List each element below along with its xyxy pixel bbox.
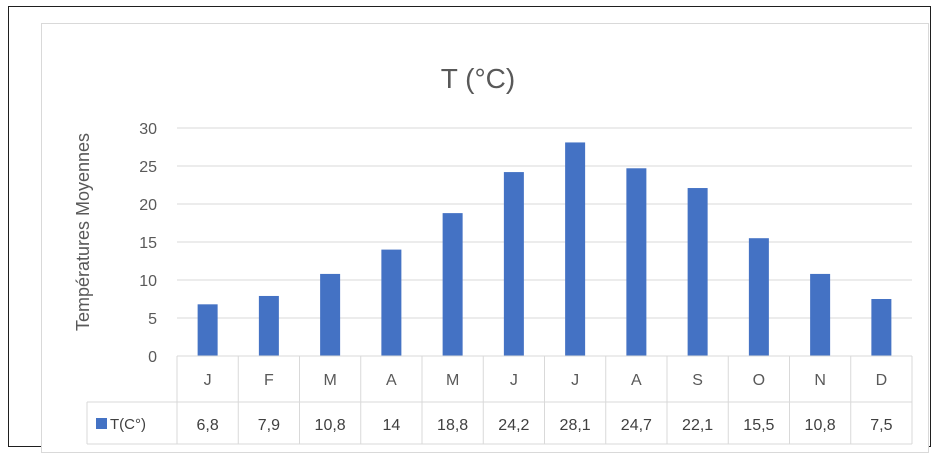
y-tick-label: 15 <box>139 235 157 252</box>
category-label: F <box>264 372 274 389</box>
bar <box>442 213 463 356</box>
bar <box>626 168 647 356</box>
chart-area: T (°C) Températures Moyennes 0 5 10 15 20 25 3… <box>41 23 929 453</box>
category-label: J <box>571 372 579 389</box>
data-value-label: 18,8 <box>437 417 468 434</box>
data-value-label: 22,1 <box>682 417 713 434</box>
category-label: J <box>510 372 518 389</box>
bar <box>258 295 279 356</box>
y-axis-label: Températures Moyennes <box>73 133 93 331</box>
legend-swatch <box>96 418 107 429</box>
bar <box>810 273 831 356</box>
category-label: M <box>323 372 336 389</box>
bar <box>503 172 524 356</box>
data-value-label: 6,8 <box>197 417 219 434</box>
category-label: D <box>876 372 888 389</box>
data-value-label: 24,2 <box>498 417 529 434</box>
figure-frame: T (°C) Températures Moyennes 0 5 10 15 20 25 3… <box>8 6 931 453</box>
bar <box>687 188 708 356</box>
legend-series-name: T(C°) <box>110 416 146 433</box>
y-tick-label: 20 <box>139 197 157 214</box>
gridlines <box>177 127 912 319</box>
bar <box>565 142 586 356</box>
chart-title: T (°C) <box>441 63 515 94</box>
data-value-label: 15,5 <box>743 417 774 434</box>
y-tick-label: 0 <box>148 349 157 366</box>
chart-svg: T (°C) Températures Moyennes 0 5 10 15 20 25 3… <box>73 63 913 445</box>
category-label: A <box>386 372 397 389</box>
bar <box>197 304 218 356</box>
category-label: S <box>692 372 703 389</box>
data-value-label: 10,8 <box>805 417 836 434</box>
data-value-label: 7,5 <box>870 417 892 434</box>
bars <box>197 142 892 356</box>
bar <box>320 273 341 356</box>
y-tick-label: 5 <box>148 311 157 328</box>
y-tick-label: 30 <box>139 121 157 138</box>
y-tick-label: 25 <box>139 159 157 176</box>
bar <box>871 299 892 356</box>
bar <box>748 238 769 356</box>
data-value-label: 10,8 <box>315 417 346 434</box>
category-label: J <box>204 372 212 389</box>
category-label: A <box>631 372 642 389</box>
data-value-label: 24,7 <box>621 417 652 434</box>
data-table: J F M A M J J A S O N D 6,8 7,9 10,8 14 18,8 24,2 28,1 24,7… <box>86 355 913 445</box>
y-tick-label: 10 <box>139 273 157 290</box>
category-label: O <box>753 372 765 389</box>
y-tick-labels: 0 5 10 15 20 25 30 <box>139 121 157 366</box>
bar <box>381 249 402 356</box>
category-label: M <box>446 372 459 389</box>
data-value-label: 28,1 <box>560 417 591 434</box>
data-value-label: 7,9 <box>258 417 280 434</box>
category-label: N <box>814 372 826 389</box>
data-value-label: 14 <box>382 417 400 434</box>
